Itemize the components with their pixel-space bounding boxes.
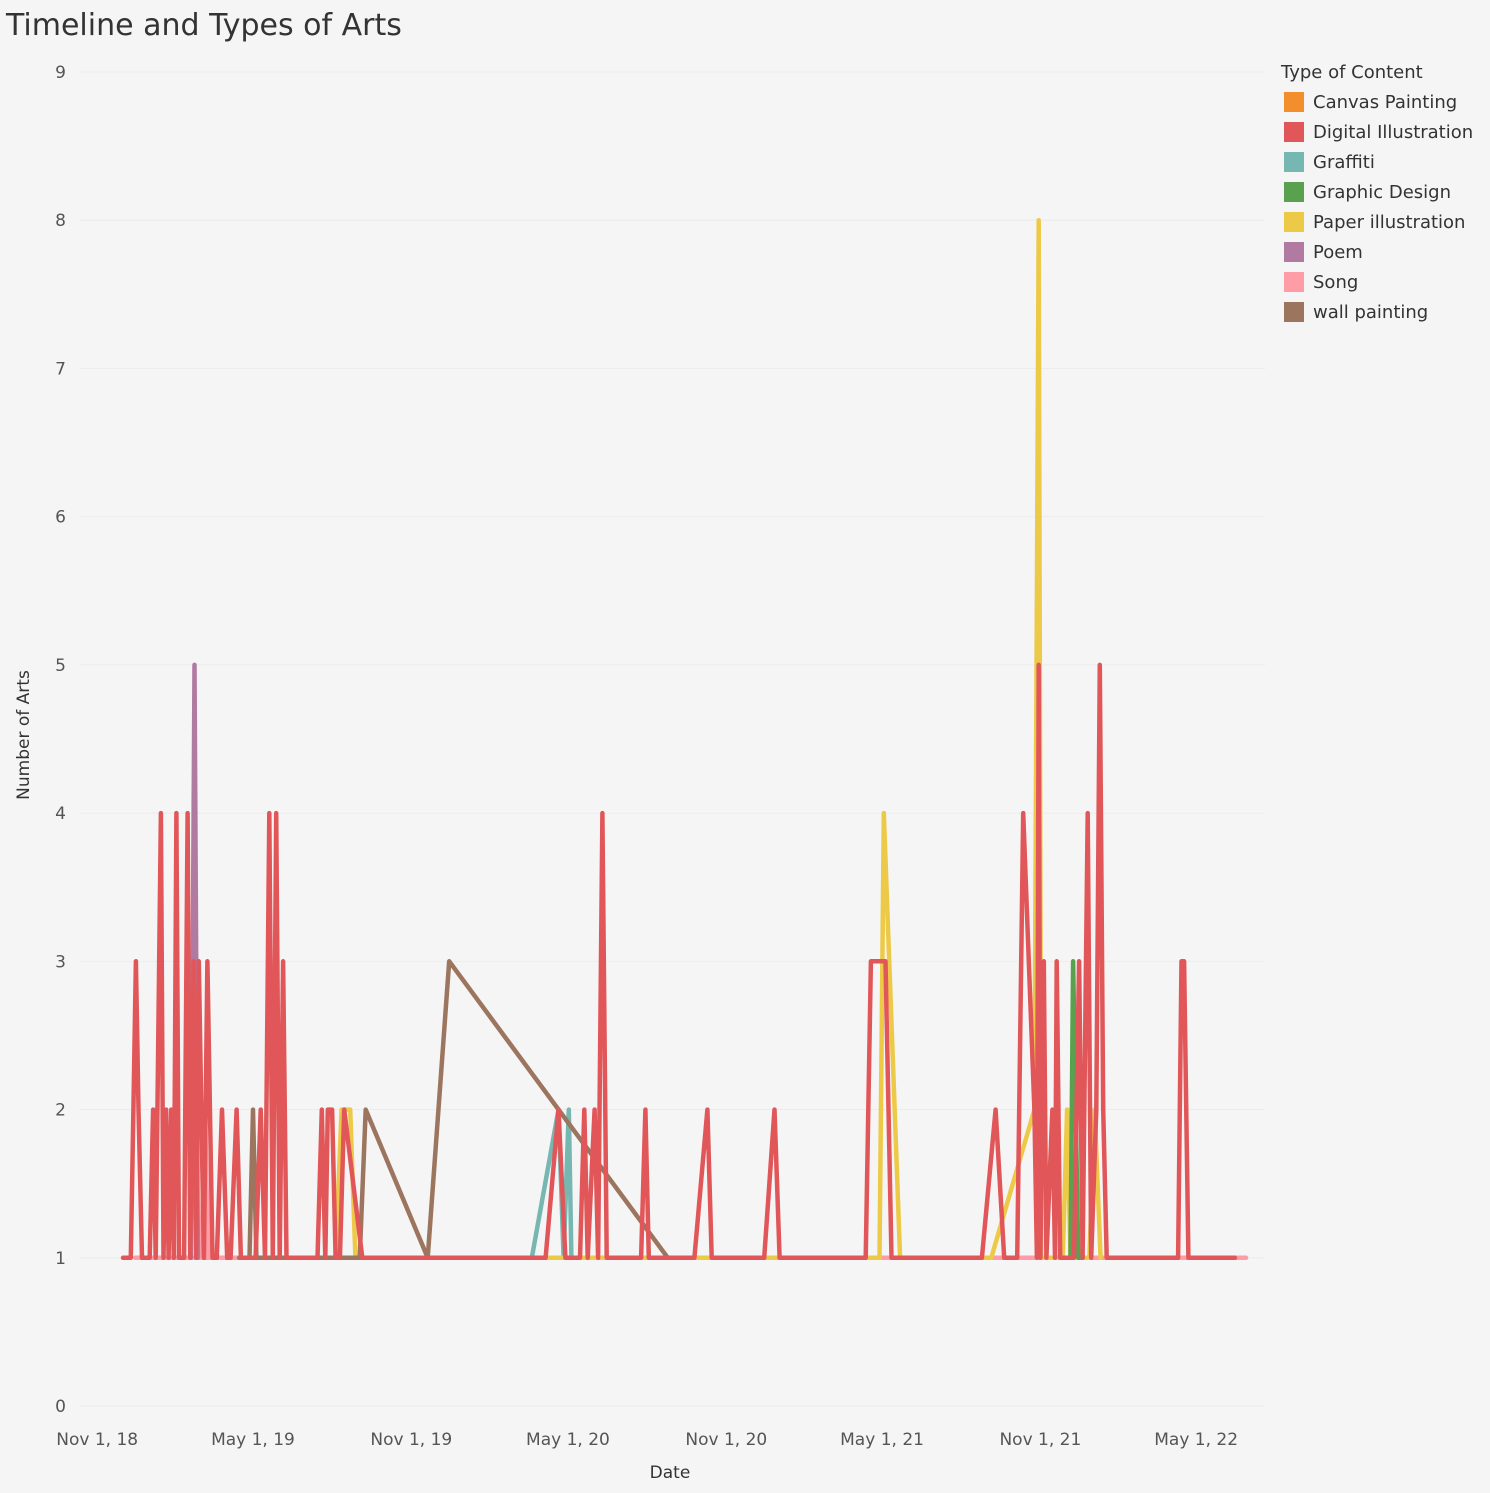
- legend-item-digital-illustration[interactable]: Digital Illustration: [1281, 117, 1473, 147]
- legend-label: wall painting: [1313, 301, 1429, 323]
- x-tick-label: May 1, 22: [1154, 1430, 1238, 1450]
- x-tick-label: Nov 1, 21: [999, 1430, 1081, 1450]
- legend-title: Type of Content: [1281, 62, 1423, 83]
- y-tick-label: 3: [55, 952, 66, 972]
- y-axis-label: Number of Arts: [14, 670, 34, 800]
- legend-label: Digital Illustration: [1313, 121, 1474, 143]
- legend-item-graffiti[interactable]: Graffiti: [1281, 147, 1473, 177]
- legend-item-wall-painting[interactable]: wall painting: [1281, 297, 1473, 327]
- series-line-paper-illustration: [333, 217, 1103, 1261]
- x-axis-label: Date: [650, 1463, 691, 1483]
- legend-item-song[interactable]: Song: [1281, 267, 1473, 297]
- y-tick-label: 9: [55, 63, 66, 83]
- chart-title: Timeline and Types of Arts: [6, 8, 402, 43]
- y-tick-label: 5: [55, 656, 66, 676]
- x-tick-label: May 1, 19: [211, 1430, 295, 1450]
- legend-swatch: [1284, 182, 1304, 202]
- legend-swatch: [1284, 212, 1304, 232]
- y-tick-labels: 0 1 2 3 4 5 6 7 8 9: [55, 63, 66, 1417]
- legend-swatch: [1284, 152, 1304, 172]
- x-tick-label: Nov 1, 19: [370, 1430, 452, 1450]
- series-line-graffiti: [163, 1107, 1158, 1261]
- legend-item-graphic-design[interactable]: Graphic Design: [1281, 177, 1473, 207]
- legend-swatch: [1284, 302, 1304, 322]
- x-tick-label: May 1, 21: [840, 1430, 924, 1450]
- legend-label: Graffiti: [1313, 151, 1375, 173]
- x-tick-label: Nov 1, 18: [56, 1430, 138, 1450]
- legend-swatch: [1284, 272, 1304, 292]
- legend-label: Canvas Painting: [1313, 91, 1458, 113]
- legend-items: Canvas Painting Digital Illustration Graff…: [1281, 87, 1473, 327]
- y-tick-label: 0: [55, 1397, 66, 1417]
- x-tick-labels: Nov 1, 18 May 1, 19 Nov 1, 19 May 1, 20 Nov …: [56, 1430, 1238, 1450]
- legend-swatch: [1284, 122, 1304, 142]
- legend-swatch: [1284, 92, 1304, 112]
- x-tick-label: May 1, 20: [526, 1430, 610, 1450]
- legend-swatch: [1284, 242, 1304, 262]
- y-tick-label: 7: [55, 359, 66, 379]
- legend-item-poem[interactable]: Poem: [1281, 237, 1473, 267]
- y-tick-label: 1: [55, 1249, 66, 1269]
- y-tick-label: 4: [55, 804, 66, 824]
- legend-label: Poem: [1313, 241, 1363, 263]
- legend: Type of Content Canvas Painting Digital I…: [1281, 62, 1473, 327]
- series-lines: [120, 217, 1249, 1261]
- legend-item-canvas-painting[interactable]: Canvas Painting: [1281, 87, 1473, 117]
- legend-label: Graphic Design: [1313, 181, 1451, 203]
- y-tick-label: 6: [55, 508, 66, 528]
- legend-label: Paper illustration: [1313, 211, 1466, 233]
- x-tick-label: Nov 1, 20: [685, 1430, 767, 1450]
- legend-label: Song: [1313, 271, 1359, 293]
- y-tick-label: 2: [55, 1101, 66, 1121]
- y-tick-label: 8: [55, 211, 66, 231]
- series-line-digital-illustration: [120, 662, 1238, 1261]
- legend-item-paper-illustration[interactable]: Paper illustration: [1281, 207, 1473, 237]
